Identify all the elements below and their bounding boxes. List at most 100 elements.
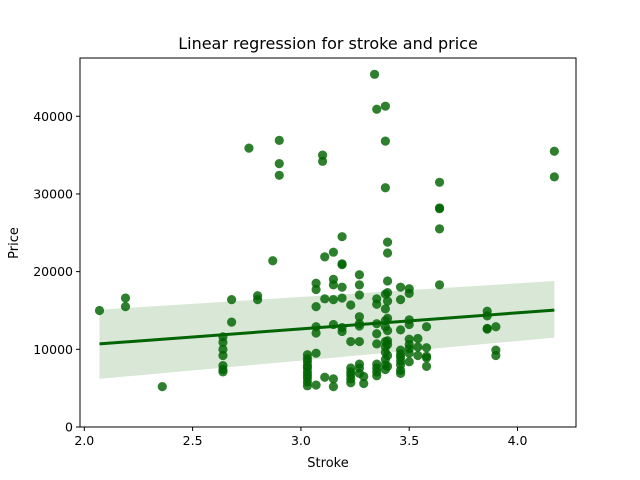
x-tick-label: 2.5 — [183, 433, 203, 448]
scatter-point — [382, 313, 393, 323]
x-axis: 2.0 2.5 3.0 3.5 4.0 — [74, 427, 528, 448]
scatter-point — [382, 248, 393, 258]
scatter-point — [218, 337, 228, 347]
scatter-point — [382, 326, 393, 336]
scatter-point — [434, 204, 445, 214]
scatter-point — [372, 299, 382, 309]
scatter-point — [311, 284, 321, 295]
y-tick-label: 20000 — [33, 264, 73, 279]
scatter-point — [311, 301, 321, 312]
scatter-point — [382, 237, 393, 247]
scatter-point — [434, 224, 445, 234]
scatter-point — [274, 170, 284, 180]
scatter-point — [413, 342, 423, 352]
scatter-point — [218, 367, 228, 377]
scatter-point — [227, 294, 237, 305]
scatter-point — [268, 256, 278, 266]
scatter-point — [395, 294, 406, 305]
scatter-point — [346, 300, 356, 310]
scatter-point — [244, 143, 254, 153]
scatter-point — [372, 371, 382, 381]
scatter-point — [157, 382, 167, 392]
scatter-point — [421, 361, 432, 372]
scatter-point — [354, 312, 365, 322]
plot-area — [79, 57, 577, 428]
scatter-point — [346, 378, 356, 388]
scatter-point — [380, 136, 390, 146]
regression-line — [99, 308, 555, 346]
x-axis-label: Stroke — [307, 456, 348, 471]
scatter-point — [382, 361, 393, 372]
scatter-point — [274, 135, 284, 145]
scatter-point — [311, 328, 321, 338]
scatter-point — [413, 350, 423, 361]
scatter-point — [369, 69, 380, 79]
scatter-point — [328, 280, 339, 290]
scatter-point — [354, 270, 365, 280]
scatter-point — [337, 293, 347, 303]
scatter-point — [320, 372, 330, 382]
scatter-point — [120, 293, 131, 303]
x-tick-label: 3.5 — [399, 433, 419, 448]
scatter-point — [328, 247, 339, 257]
scatter-point — [372, 329, 382, 339]
scatter-point — [372, 104, 382, 114]
scatter-point — [404, 357, 414, 367]
scatter-point — [354, 280, 365, 290]
y-axis: 0 10000 20000 30000 40000 — [33, 109, 80, 435]
scatter-point — [482, 324, 492, 334]
x-tick-label: 4.0 — [508, 433, 528, 448]
scatter-point — [382, 288, 393, 298]
scatter-point — [354, 290, 365, 300]
scatter-point — [382, 350, 393, 361]
scatter-point — [434, 280, 445, 290]
scatter-point — [395, 325, 406, 335]
scatter-point — [218, 350, 228, 361]
scatter-point — [404, 288, 414, 298]
y-tick-label: 30000 — [33, 186, 73, 201]
scatter-point — [359, 371, 369, 382]
scatter-point — [491, 322, 501, 332]
scatter-point — [337, 282, 347, 292]
scatter-point — [549, 172, 559, 182]
scatter-point — [328, 374, 339, 384]
scatter-point — [346, 336, 356, 347]
scatter-point — [380, 304, 390, 314]
scatter-point — [320, 252, 330, 262]
scatter-point — [302, 381, 313, 391]
scatter-point — [227, 317, 237, 327]
scatter-point — [311, 348, 321, 358]
scatter-point — [395, 368, 406, 378]
scatter-point — [434, 177, 445, 187]
scatter-point — [253, 294, 263, 305]
scatter-point — [413, 333, 423, 344]
scatter-point — [491, 350, 501, 361]
scatter-point — [317, 156, 328, 166]
scatter-point — [328, 382, 339, 392]
scatter-point — [320, 294, 330, 304]
scatter-point — [337, 232, 347, 242]
scatter-point — [372, 339, 382, 349]
scatter-point — [380, 101, 390, 111]
scatter-point — [380, 183, 390, 193]
scatter-point — [382, 296, 393, 306]
scatter-point — [337, 260, 347, 270]
scatter-point — [404, 348, 414, 358]
y-tick-label: 40000 — [33, 109, 73, 124]
scatter-point — [311, 380, 321, 390]
scatter-point — [421, 343, 432, 353]
scatter-point — [94, 305, 105, 316]
chart-title: Linear regression for stroke and price — [178, 34, 478, 53]
scatter-point — [328, 294, 339, 305]
scatter-point — [382, 340, 393, 350]
scatter-point — [274, 159, 284, 169]
scatter-point — [421, 353, 432, 363]
y-axis-label: Price — [7, 227, 22, 259]
scatter-point — [337, 326, 347, 337]
scatter-point — [359, 378, 369, 389]
scatter-point — [421, 322, 432, 332]
scatter-point — [395, 282, 406, 292]
scatter-point — [354, 336, 365, 347]
confidence-band — [99, 280, 555, 379]
